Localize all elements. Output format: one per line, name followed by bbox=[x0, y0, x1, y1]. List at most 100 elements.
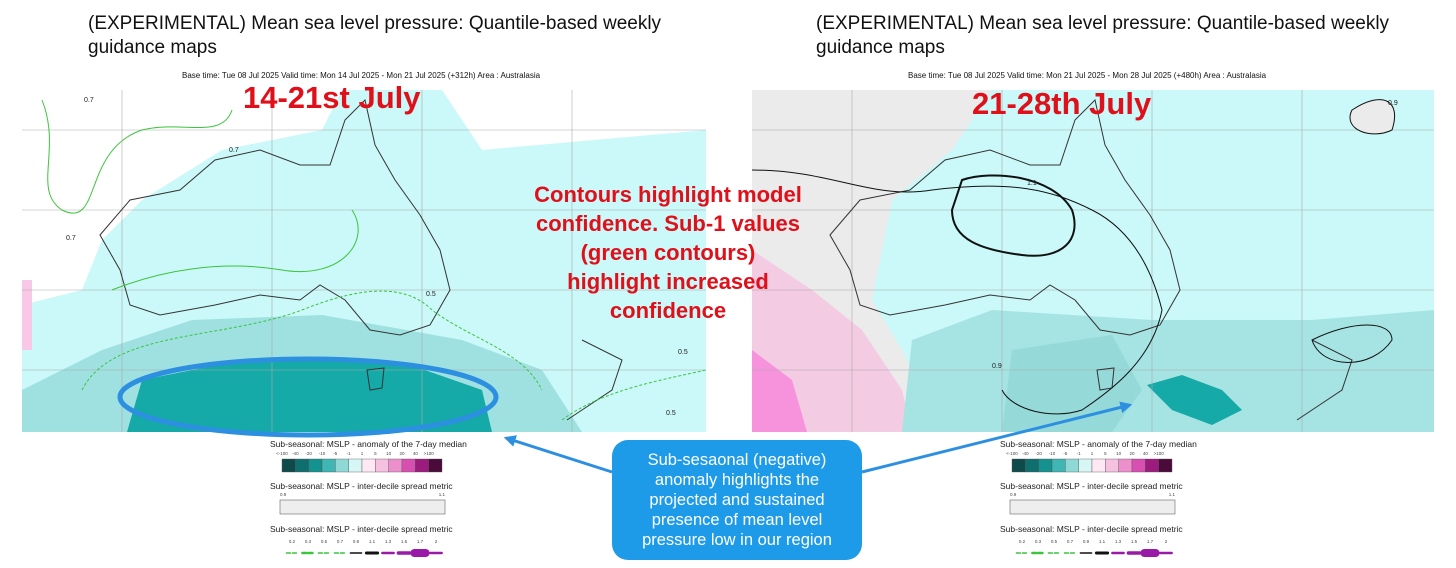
legend-label: -10 bbox=[1049, 451, 1056, 456]
legend-swatch bbox=[1145, 458, 1159, 473]
contour-label: 0.7 bbox=[84, 97, 94, 104]
legend-label: 5 bbox=[374, 451, 377, 456]
legend-swatch bbox=[1051, 458, 1066, 473]
legend-label: 0.2 bbox=[1019, 539, 1026, 544]
arrow bbox=[503, 435, 613, 474]
legend-title: Sub-seasonal: MSLP - inter-decile spread… bbox=[1000, 481, 1183, 491]
contour-label: 1.1 bbox=[1027, 180, 1037, 187]
legend-label: 2 bbox=[1165, 539, 1168, 544]
annotation: Contours highlight model confidence. Sub… bbox=[534, 182, 802, 323]
legend-label: 40 bbox=[413, 451, 419, 456]
legend-label: 10 bbox=[1116, 451, 1122, 456]
legend-swatch bbox=[281, 458, 296, 473]
map-subtitle: Base time: Tue 08 Jul 2025 Valid time: M… bbox=[182, 71, 541, 80]
legend-label: -1 bbox=[347, 451, 351, 456]
map-title: (EXPERIMENTAL) Mean sea level pressure: … bbox=[88, 13, 662, 58]
legend-label: -1 bbox=[1077, 451, 1081, 456]
legend-label: 5 bbox=[1104, 451, 1107, 456]
legend-label: 1.3 bbox=[1115, 539, 1122, 544]
legend-swatch bbox=[308, 458, 323, 473]
legend-swatch bbox=[335, 458, 349, 473]
legend-label: 0.3 bbox=[1035, 539, 1042, 544]
legend-label: 1.1 bbox=[1169, 492, 1176, 497]
map-subtitle: Base time: Tue 08 Jul 2025 Valid time: M… bbox=[908, 71, 1267, 80]
legend-swatch bbox=[388, 458, 403, 473]
contour-label: 0.5 bbox=[678, 349, 688, 356]
legend-label: 1.1 bbox=[439, 492, 446, 497]
legend-graphics: <-100 -40 -20 -10 -5 -1 1 5 10 20 40 >100 0.9 1.1 0.2 0… bbox=[276, 451, 446, 557]
legend-swatch bbox=[1038, 458, 1053, 473]
highlight-ellipse bbox=[117, 356, 499, 438]
legend-label: -5 bbox=[333, 451, 337, 456]
contour-label: 0.9 bbox=[1388, 100, 1398, 107]
legend-swatch bbox=[1158, 458, 1173, 473]
arrow bbox=[861, 401, 1133, 474]
legend-label: 20 bbox=[399, 451, 405, 456]
legend-label: 0.3 bbox=[305, 539, 312, 544]
legend-label: 1 bbox=[361, 451, 364, 456]
legend-label: -5 bbox=[1063, 451, 1067, 456]
legend-swatch bbox=[428, 458, 443, 473]
legend-title: Sub-seasonal: MSLP - anomaly of the 7-da… bbox=[1000, 439, 1197, 449]
legend-swatch bbox=[415, 458, 429, 473]
legend-label: 0.7 bbox=[1067, 539, 1074, 544]
legend-label: 20 bbox=[1129, 451, 1135, 456]
legend-label: -20 bbox=[1035, 451, 1042, 456]
legend-label: <-100 bbox=[1006, 451, 1018, 456]
contour-label: 0.7 bbox=[66, 235, 76, 242]
legend-swatch bbox=[1011, 458, 1026, 473]
date-overlay: 21-28th July bbox=[972, 86, 1152, 121]
callout-text: Sub-sesaonal (negative) anomaly highligh… bbox=[642, 451, 832, 549]
contour-label: 0.9 bbox=[992, 363, 1002, 370]
legend-label: -20 bbox=[305, 451, 312, 456]
legend-swatch bbox=[348, 458, 363, 473]
legend-label: 0.9 bbox=[280, 492, 287, 497]
legend-label: 1.1 bbox=[1099, 539, 1106, 544]
legend-swatch bbox=[321, 458, 336, 473]
legend-swatch bbox=[361, 458, 376, 473]
legend-swatch bbox=[1025, 458, 1039, 473]
legend-label: 1 bbox=[1091, 451, 1094, 456]
legend-label: 40 bbox=[1143, 451, 1149, 456]
map: 1.1 0.9 0.9 bbox=[752, 90, 1434, 432]
legend-swatch bbox=[375, 458, 389, 473]
legend-swatch bbox=[1009, 499, 1176, 515]
legend-swatch bbox=[1065, 458, 1079, 473]
legend-title: Sub-seasonal: MSLP - inter-decile spread… bbox=[270, 481, 453, 491]
legend-label: 1.3 bbox=[385, 539, 392, 544]
legend-label: 1.5 bbox=[401, 539, 408, 544]
legend-label: 0.5 bbox=[321, 539, 328, 544]
legend-swatch bbox=[1118, 458, 1133, 473]
legend-label: 0.2 bbox=[289, 539, 296, 544]
legend-label: 1.1 bbox=[369, 539, 376, 544]
legend-label: 0.9 bbox=[1083, 539, 1090, 544]
legend-graphics: <-100 -40 -20 -10 -5 -1 1 5 10 20 40 >100 0.9 1.1 0.2 0… bbox=[1006, 451, 1176, 557]
date-overlay: 14-21st July bbox=[243, 80, 421, 115]
contour-label: 0.5 bbox=[426, 291, 436, 298]
legend-swatch bbox=[1078, 458, 1093, 473]
legend-swatch bbox=[401, 458, 416, 473]
legend-title: Sub-seasonal: MSLP - inter-decile spread… bbox=[1000, 524, 1183, 534]
map: 0.7 0.7 0.7 0.5 0.5 0.5 bbox=[22, 90, 706, 432]
legend-label: -40 bbox=[1022, 451, 1029, 456]
legend-label: >100 bbox=[424, 451, 435, 456]
contour-label: 0.5 bbox=[666, 410, 676, 417]
legend-label: 0.9 bbox=[353, 539, 360, 544]
legend-label: 0.5 bbox=[1051, 539, 1058, 544]
legend-swatch bbox=[1105, 458, 1119, 473]
legend-label: -10 bbox=[319, 451, 326, 456]
legend-swatch bbox=[279, 499, 446, 515]
legend-label: 1.5 bbox=[1131, 539, 1138, 544]
legend-swatch bbox=[1091, 458, 1106, 473]
legend-title: Sub-seasonal: MSLP - anomaly of the 7-da… bbox=[270, 439, 467, 449]
legend-label: 0.7 bbox=[337, 539, 344, 544]
legend-label: 0.9 bbox=[1010, 492, 1017, 497]
callout: Sub-sesaonal (negative) anomaly highligh… bbox=[612, 440, 862, 560]
legend-label: -40 bbox=[292, 451, 299, 456]
legend-label: >100 bbox=[1154, 451, 1165, 456]
map-title: (EXPERIMENTAL) Mean sea level pressure: … bbox=[816, 13, 1390, 58]
legend-label: 1.7 bbox=[417, 539, 424, 544]
legend-label: 10 bbox=[386, 451, 392, 456]
